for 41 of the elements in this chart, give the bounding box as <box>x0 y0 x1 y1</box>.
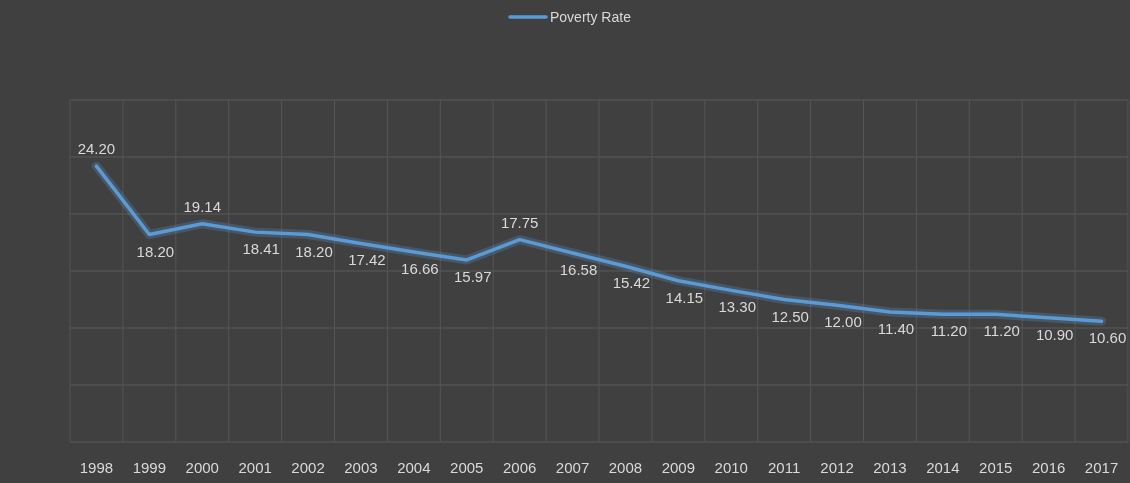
legend-label: Poverty Rate <box>550 9 632 25</box>
x-tick-label: 2004 <box>397 459 431 476</box>
data-label: 11.20 <box>983 322 1020 340</box>
x-tick-label: 2005 <box>450 459 484 476</box>
x-tick-label: 2011 <box>768 459 801 476</box>
x-tick-label: 2012 <box>820 459 854 476</box>
data-label: 17.42 <box>348 251 386 269</box>
data-label: 16.66 <box>401 260 439 278</box>
x-tick-label: 2015 <box>979 459 1013 476</box>
data-label: 10.90 <box>1035 325 1074 343</box>
data-label: 18.41 <box>242 240 280 258</box>
data-label: 18.20 <box>295 242 333 260</box>
x-tick-label: 2017 <box>1084 459 1119 476</box>
x-tick-label: 2008 <box>608 459 643 476</box>
data-label: 16.58 <box>559 260 598 278</box>
x-tick-label: 2013 <box>873 459 907 476</box>
x-tick-label: 1999 <box>132 459 167 476</box>
data-label: 10.60 <box>1088 329 1127 347</box>
data-label: 11.40 <box>877 320 915 338</box>
data-label: 24.20 <box>77 140 116 158</box>
data-label: 12.50 <box>771 307 809 325</box>
data-label: 18.20 <box>136 242 175 260</box>
data-label: 15.42 <box>612 274 651 292</box>
x-tick-label: 2000 <box>185 459 219 476</box>
data-label: 14.15 <box>665 288 704 306</box>
data-label: 12.00 <box>824 313 862 331</box>
x-tick-label: 2009 <box>661 459 696 476</box>
x-tick-label: 2002 <box>291 459 325 476</box>
x-tick-label: 2003 <box>344 459 378 476</box>
x-tick-label: 2010 <box>714 459 748 476</box>
data-label: 13.30 <box>718 298 757 316</box>
x-tick-label: 2014 <box>926 459 960 476</box>
x-tick-label: 1998 <box>79 459 114 476</box>
data-label: 11.20 <box>930 322 968 340</box>
data-label: 19.14 <box>183 197 222 215</box>
x-tick-label: 2001 <box>238 459 272 476</box>
data-label: 17.75 <box>500 213 539 231</box>
x-tick-label: 2007 <box>555 459 590 476</box>
data-label: 15.97 <box>453 267 492 285</box>
x-tick-label: 2016 <box>1031 459 1066 476</box>
x-tick-label: 2006 <box>502 459 537 476</box>
